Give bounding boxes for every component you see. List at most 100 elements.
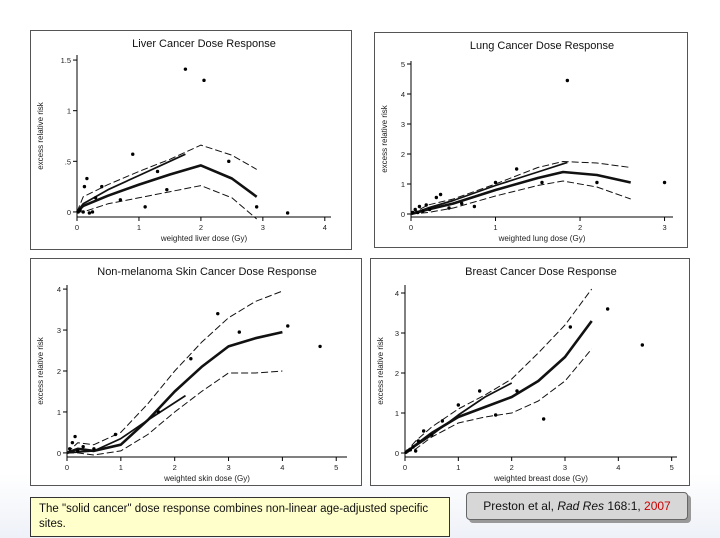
x-tick-label: 4: [280, 463, 284, 472]
data-point: [318, 344, 322, 349]
data-point: [416, 210, 420, 215]
data-point: [100, 184, 104, 189]
data-point: [424, 203, 428, 207]
citation-year: 2007: [644, 499, 671, 513]
series-line-dashed: [77, 185, 258, 220]
data-point: [202, 78, 206, 83]
data-point: [493, 413, 498, 417]
y-axis-label: excess relative risk: [36, 101, 45, 170]
breast-chart: Breast Cancer Dose Response 0 1 2 3 4 5 0 1 2 3 4 we…: [376, 266, 677, 483]
y-tick-label: .5: [65, 157, 71, 166]
citation-box: Preston et al, Rad Res 168:1, 2007: [466, 492, 688, 520]
x-tick-label: 1: [493, 223, 497, 232]
x-tick-label: 0: [65, 463, 69, 472]
y-axis-label: excess relative risk: [376, 336, 385, 405]
citation-prefix: Preston et al,: [483, 499, 558, 513]
y-tick-label: 2: [57, 367, 61, 376]
y-tick-label: 1: [57, 408, 61, 417]
y-tick-label: 0: [395, 449, 399, 458]
series-line-thick: [66, 330, 283, 455]
x-tick-label: 2: [578, 223, 582, 232]
data-point: [429, 433, 434, 437]
data-point: [568, 325, 573, 329]
data-point: [81, 445, 85, 449]
data-point: [155, 169, 160, 174]
solid-cancer-note: The "solid cancer" dose response combine…: [30, 497, 450, 537]
x-tick-label: 2: [199, 223, 203, 232]
data-point: [285, 211, 290, 215]
data-point: [421, 429, 426, 433]
data-point: [413, 207, 417, 212]
y-tick-label: 1: [395, 409, 399, 418]
data-point: [460, 201, 464, 206]
data-point: [70, 440, 75, 445]
series-line-medium: [404, 382, 513, 454]
x-tick-label: 4: [616, 463, 620, 472]
y-tick-label: 3: [57, 326, 61, 335]
data-point: [434, 195, 439, 200]
data-point: [93, 196, 98, 200]
data-point: [456, 403, 461, 407]
data-point: [515, 389, 519, 393]
data-point: [286, 324, 290, 328]
data-point: [183, 67, 188, 71]
data-point: [73, 434, 77, 439]
data-point: [156, 410, 161, 414]
x-tick-label: 3: [563, 463, 567, 472]
x-tick-label: 1: [137, 223, 141, 232]
data-point: [411, 445, 415, 449]
series-line-dashed: [76, 144, 257, 213]
chart-title: Liver Cancer Dose Response: [132, 38, 276, 50]
data-point: [67, 447, 72, 451]
chart-title: Breast Cancer Dose Response: [465, 266, 617, 278]
data-point: [165, 187, 169, 192]
data-point: [493, 180, 498, 185]
data-point: [254, 205, 259, 209]
data-point: [408, 448, 413, 452]
series-line-dashed: [66, 290, 283, 454]
data-point: [438, 192, 443, 197]
x-tick-label: 0: [75, 223, 79, 232]
data-point: [85, 176, 89, 181]
data-point: [143, 205, 147, 209]
x-axis-label: weighted breast dose (Gy): [493, 474, 588, 483]
y-tick-label: 4: [57, 285, 61, 294]
data-point: [514, 167, 519, 171]
y-tick-label: 3: [395, 329, 399, 338]
x-tick-label: 1: [119, 463, 123, 472]
y-tick-label: 2: [395, 369, 399, 378]
chart-title: Lung Cancer Dose Response: [470, 40, 614, 52]
series-line-dashed: [67, 370, 283, 456]
data-point: [440, 419, 445, 423]
data-point: [76, 449, 80, 453]
series-line-dashed: [404, 288, 593, 454]
x-tick-label: 0: [403, 463, 407, 472]
data-point: [410, 210, 415, 215]
y-tick-label: 1: [401, 180, 405, 189]
citation-journal: Rad Res: [557, 499, 604, 513]
y-tick-label: 1.5: [61, 56, 71, 65]
data-point: [227, 159, 231, 164]
data-point: [472, 204, 477, 209]
series-line-thick: [404, 320, 593, 455]
data-point: [427, 207, 432, 212]
skin-chart: Non-melanoma Skin Cancer Dose Response 0 1…: [36, 266, 347, 483]
data-point: [81, 210, 85, 214]
data-point: [477, 389, 482, 393]
y-tick-label: 3: [401, 120, 405, 129]
x-tick-label: 0: [409, 223, 413, 232]
data-point: [113, 432, 118, 437]
lung-chart-panel: Lung Cancer Dose Response 0 1 2 3 0 1 2 3 4 5 weigh…: [374, 32, 688, 248]
series-line-medium: [66, 394, 186, 454]
y-tick-label: 4: [401, 90, 405, 99]
x-tick-label: 2: [173, 463, 177, 472]
data-point: [540, 180, 544, 185]
data-point: [413, 449, 418, 453]
data-point: [131, 152, 135, 156]
data-point: [565, 78, 570, 83]
x-tick-label: 5: [334, 463, 338, 472]
y-tick-label: 1: [67, 107, 71, 116]
x-axis-label: weighted skin dose (Gy): [163, 474, 250, 483]
lung-chart: Lung Cancer Dose Response 0 1 2 3 0 1 2 3 4 5 weigh…: [380, 40, 673, 243]
y-tick-label: 0: [67, 208, 71, 217]
